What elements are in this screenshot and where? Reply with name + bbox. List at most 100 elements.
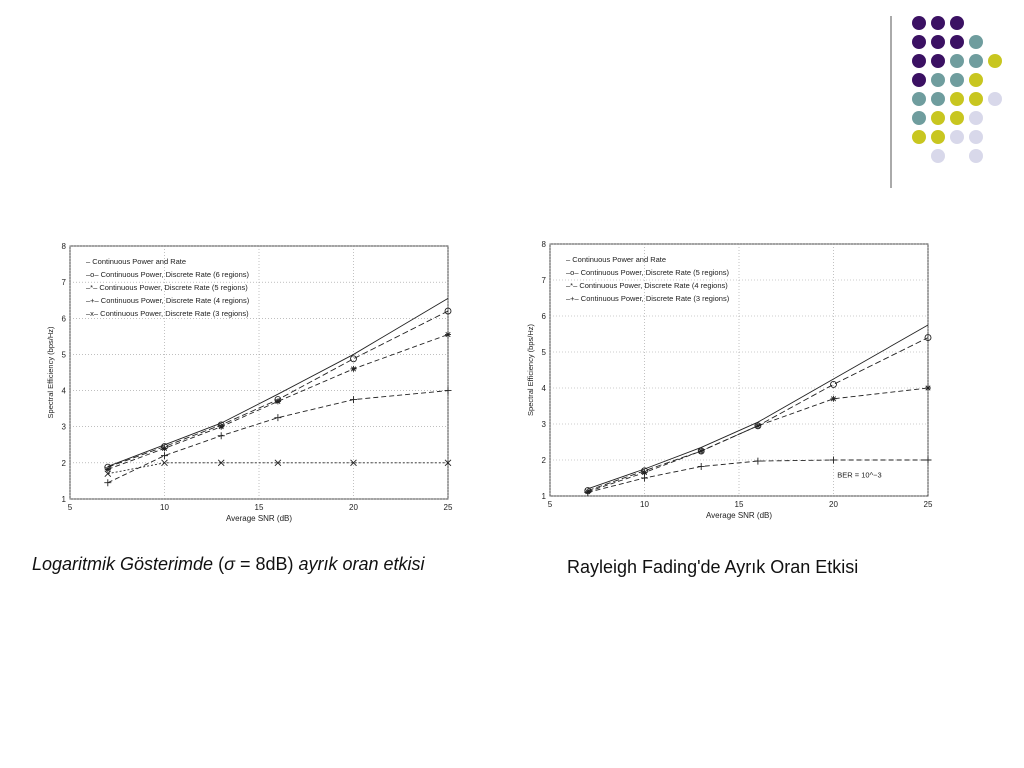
y-tick-label: 1	[62, 495, 67, 504]
decorative-dot	[950, 92, 964, 106]
decorative-dot	[950, 130, 964, 144]
caption-left-part5: ayrık oran etkisi	[298, 554, 425, 574]
y-tick-label: 2	[62, 459, 67, 468]
data-point-marker	[161, 459, 168, 467]
decorative-dot	[969, 130, 983, 144]
series-line	[107, 334, 449, 470]
data-point-marker	[830, 395, 837, 402]
decorative-dot	[912, 16, 926, 30]
data-point-marker	[218, 423, 225, 430]
decorative-dot	[969, 92, 983, 106]
series-line	[587, 337, 929, 492]
x-tick-label: 20	[349, 503, 358, 512]
x-tick-label: 15	[735, 500, 744, 509]
caption-left-sigma: σ	[224, 554, 235, 574]
decorative-dot	[988, 92, 1002, 106]
legend-entry: – Continuous Power and Rate	[566, 255, 666, 264]
series-line	[107, 298, 449, 467]
x-tick-label: 10	[160, 503, 169, 512]
data-point-marker	[104, 466, 111, 473]
data-point-marker	[830, 380, 837, 388]
decorative-dot	[950, 16, 964, 30]
series-group	[104, 331, 451, 473]
data-point-marker	[830, 456, 837, 464]
y-tick-label: 3	[62, 423, 67, 432]
y-tick-label: 6	[542, 312, 547, 321]
caption-left-part1: Logaritmik Gösterimde	[32, 554, 214, 574]
decorative-dot	[969, 149, 983, 163]
data-point-marker	[697, 462, 705, 470]
y-tick-label: 6	[62, 314, 67, 323]
data-point-marker	[924, 456, 932, 464]
data-point-marker	[444, 459, 452, 467]
decorative-dot-pattern	[890, 16, 1002, 188]
decorative-dot	[912, 92, 926, 106]
y-axis-label: Spectral Efficiency (bps/Hz)	[526, 324, 535, 416]
series-group	[107, 298, 449, 467]
x-tick-label: 25	[924, 500, 933, 509]
x-axis-label: Average SNR (dB)	[706, 511, 772, 520]
series-line	[107, 462, 448, 475]
decorative-dot	[912, 111, 926, 125]
x-tick-label: 5	[68, 503, 73, 512]
series-line	[107, 390, 449, 484]
data-point-marker	[161, 452, 168, 460]
caption-lognormal: Logaritmik Gösterimde (σ = 8dB) ayrık or…	[32, 554, 425, 575]
y-tick-label: 3	[542, 420, 547, 429]
data-point-marker	[754, 457, 762, 465]
data-point-marker	[217, 432, 225, 440]
decorative-dot	[912, 73, 926, 87]
decorative-dot	[931, 35, 945, 49]
chart-annotation: BER = 10^−3	[837, 470, 881, 479]
y-tick-label: 7	[542, 276, 547, 285]
chart-lognormal-discrete-rate: 5 10 15 20 25 1 2 3 4 5 6 7 8 Average SNR (dB) Spectra…	[46, 242, 453, 523]
x-tick-label: 20	[829, 500, 838, 509]
data-point-marker	[641, 474, 648, 482]
decorative-dot	[931, 16, 945, 30]
series-line	[587, 324, 929, 490]
data-point-marker	[445, 331, 451, 338]
decorative-dot	[969, 35, 983, 49]
data-point-marker	[274, 414, 282, 422]
decorative-dot	[950, 111, 964, 125]
decorative-dot	[969, 54, 983, 68]
data-point-marker	[444, 387, 452, 395]
decorative-dot	[931, 111, 945, 125]
decorative-dot	[950, 54, 964, 68]
data-point-marker	[350, 365, 357, 372]
decorative-dot	[950, 35, 964, 49]
legend-entry: –*– Continuous Power, Discrete Rate (5 r…	[86, 283, 248, 292]
data-point-marker	[350, 459, 357, 467]
y-tick-label: 2	[542, 456, 547, 465]
decorative-dot	[912, 54, 926, 68]
data-point-marker	[350, 355, 357, 363]
y-tick-label: 1	[542, 492, 547, 501]
chart-rayleigh-discrete-rate: 5 10 15 20 25 1 2 3 4 5 6 7 8 Average SNR (dB) Spectra…	[526, 240, 933, 520]
data-point-marker	[161, 445, 168, 452]
data-point-marker	[104, 470, 112, 478]
legend-entry: –x– Continuous Power, Discrete Rate (3 r…	[86, 309, 249, 318]
decorative-dot	[931, 130, 945, 144]
caption-left-part2: (	[213, 554, 225, 574]
series-group	[584, 456, 932, 496]
legend-entry: –*– Continuous Power, Discrete Rate (4 r…	[566, 281, 728, 290]
decorative-dot	[912, 130, 926, 144]
series-group	[587, 324, 929, 490]
legend-entry: – Continuous Power and Rate	[86, 257, 186, 266]
y-axis-label: Spectral Efficiency (bps/Hz)	[46, 326, 55, 418]
x-tick-label: 15	[255, 503, 264, 512]
y-tick-label: 7	[62, 278, 67, 287]
decorative-dot	[931, 54, 945, 68]
data-point-marker	[274, 398, 281, 405]
caption-rayleigh: Rayleigh Fading'de Ayrık Oran Etkisi	[567, 557, 859, 577]
series-line	[107, 310, 449, 468]
decorative-dot	[931, 149, 945, 163]
data-point-marker	[274, 459, 282, 467]
data-point-marker	[584, 488, 592, 496]
data-point-marker	[925, 385, 931, 391]
decorative-dot	[969, 73, 983, 87]
legend-entry: –+– Continuous Power, Discrete Rate (3 r…	[566, 294, 730, 303]
y-tick-label: 8	[542, 240, 547, 249]
legend-entry: –o– Continuous Power, Discrete Rate (6 r…	[86, 270, 250, 279]
data-point-marker	[350, 396, 357, 404]
